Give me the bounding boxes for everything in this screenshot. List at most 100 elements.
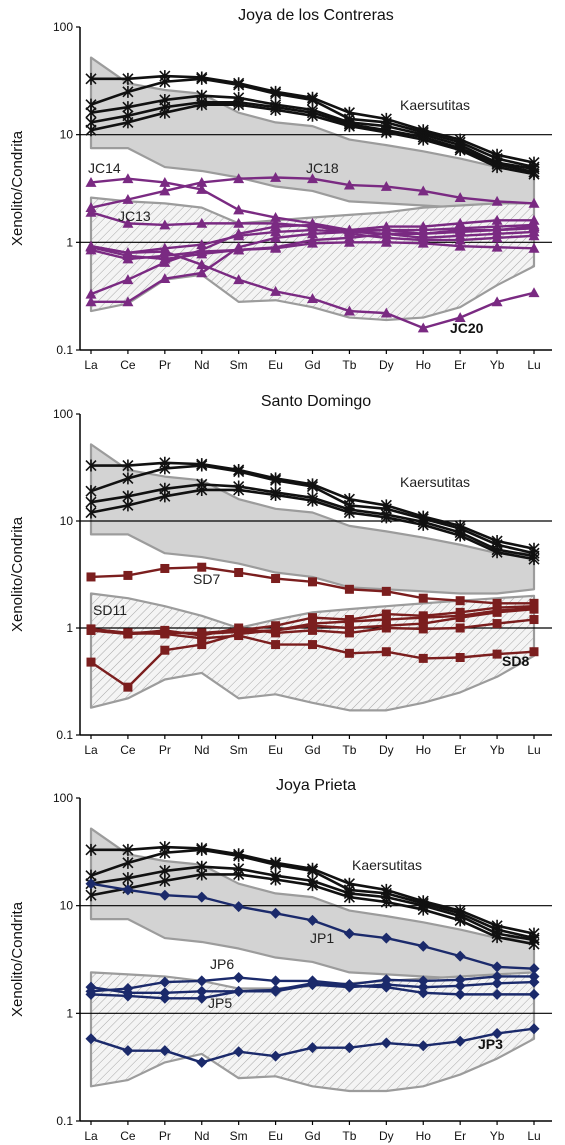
- data-point: [307, 977, 318, 989]
- data-point: [380, 896, 392, 909]
- y-tick-label: 100: [53, 20, 73, 34]
- y-axis-label: Xenolito/Condrita: [9, 516, 26, 632]
- data-point: [159, 846, 171, 859]
- hatched-field: [89, 971, 536, 1093]
- data-point: [85, 1033, 97, 1045]
- series-annotation: SD7: [193, 571, 220, 587]
- chart-panel-3: Joya Prieta Xenolito/Condrita 100 10 1 0.1 La C…: [9, 777, 552, 1143]
- y-axis-label: Xenolito/Condrita: [9, 130, 26, 246]
- series-kaersutita: [85, 483, 540, 566]
- data-point: [233, 849, 245, 862]
- data-point: [343, 928, 355, 940]
- data-point: [417, 940, 429, 952]
- data-point: [492, 619, 502, 629]
- data-point: [528, 988, 540, 1000]
- data-point: [122, 193, 134, 204]
- y-tick-label: 1: [66, 1006, 73, 1020]
- data-point: [196, 72, 208, 85]
- data-point: [491, 214, 503, 225]
- data-point: [454, 914, 466, 927]
- data-point: [417, 1040, 429, 1052]
- data-point: [417, 224, 429, 235]
- series-sample: [85, 219, 540, 299]
- data-point: [159, 490, 171, 503]
- series-annotation: SD8: [502, 653, 529, 669]
- data-point: [122, 856, 134, 869]
- data-point: [491, 232, 503, 243]
- data-point: [122, 843, 134, 856]
- x-tick-label: Pr: [159, 1129, 171, 1143]
- data-point: [455, 596, 465, 606]
- data-point: [308, 640, 317, 650]
- data-point: [122, 247, 134, 258]
- data-point: [417, 518, 429, 531]
- series-annotation: Kaersutitas: [400, 474, 470, 490]
- data-point: [271, 625, 281, 635]
- data-point: [159, 176, 171, 187]
- data-point: [270, 975, 282, 987]
- data-point: [454, 312, 466, 322]
- series-annotation: JP3: [478, 1036, 503, 1052]
- x-tick-label: Ce: [120, 1129, 136, 1143]
- x-tick-label: Sm: [230, 1129, 248, 1143]
- data-point: [270, 907, 282, 919]
- data-point: [343, 236, 355, 247]
- series-annotation: SD11: [93, 602, 127, 618]
- data-point: [86, 624, 96, 634]
- data-point: [270, 984, 282, 996]
- data-point: [343, 506, 355, 519]
- data-point: [418, 593, 428, 603]
- data-point: [380, 932, 392, 944]
- series-annotation: JC14: [88, 160, 121, 176]
- series-annotation: Kaersutitas: [352, 857, 422, 873]
- y-tick-label: 100: [53, 791, 73, 805]
- data-point: [196, 239, 208, 250]
- series-annotation: JP6: [210, 956, 234, 972]
- x-tick-label: Nd: [194, 1129, 209, 1143]
- y-axis-label: Xenolito/Condrita: [9, 901, 26, 1017]
- data-point: [122, 116, 134, 129]
- data-point: [528, 963, 540, 975]
- data-point: [196, 267, 208, 278]
- data-point: [308, 577, 317, 587]
- x-tick-label: Lu: [527, 358, 540, 372]
- data-point: [491, 988, 503, 1000]
- data-point: [308, 625, 317, 635]
- series-jp3: [85, 1023, 540, 1068]
- data-point: [454, 950, 466, 962]
- data-point: [159, 106, 171, 119]
- data-point: [270, 242, 282, 253]
- data-point: [271, 574, 281, 584]
- data-point: [528, 553, 540, 566]
- x-tick-label: Ho: [416, 1129, 432, 1143]
- y-tick-label: 100: [53, 407, 73, 421]
- data-point: [344, 584, 354, 594]
- data-point: [233, 274, 245, 285]
- data-point: [85, 988, 97, 1000]
- data-point: [233, 868, 245, 881]
- data-point: [270, 87, 282, 100]
- y-tick-label: 1: [66, 235, 73, 249]
- data-point: [380, 981, 392, 993]
- data-point: [85, 240, 97, 251]
- data-point: [270, 285, 282, 296]
- data-point: [307, 219, 318, 230]
- data-point: [159, 246, 171, 257]
- data-point: [528, 938, 540, 951]
- x-tick-label: Sm: [230, 743, 248, 757]
- data-point: [491, 195, 503, 206]
- data-point: [196, 244, 208, 255]
- data-point: [417, 981, 429, 993]
- data-point: [491, 161, 503, 174]
- data-point: [343, 226, 355, 237]
- y-tick-label: 0.1: [56, 728, 73, 742]
- data-point: [418, 653, 428, 663]
- data-point: [234, 623, 244, 633]
- data-point: [454, 988, 466, 1000]
- data-point: [528, 970, 540, 982]
- data-point: [160, 645, 170, 655]
- data-point: [271, 621, 281, 631]
- x-tick-label: Ho: [416, 358, 432, 372]
- data-point: [196, 975, 208, 987]
